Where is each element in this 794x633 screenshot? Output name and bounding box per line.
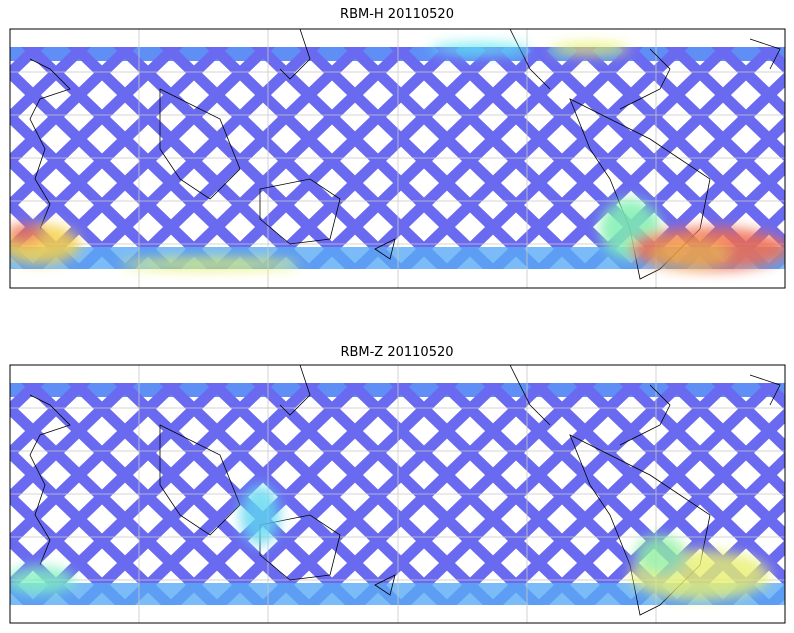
map-panel [9,28,786,289]
panel-title: RBM-H 20110520 [340,7,454,22]
panel-title: RBM-Z 20110520 [340,345,453,360]
map-panel [9,364,786,624]
